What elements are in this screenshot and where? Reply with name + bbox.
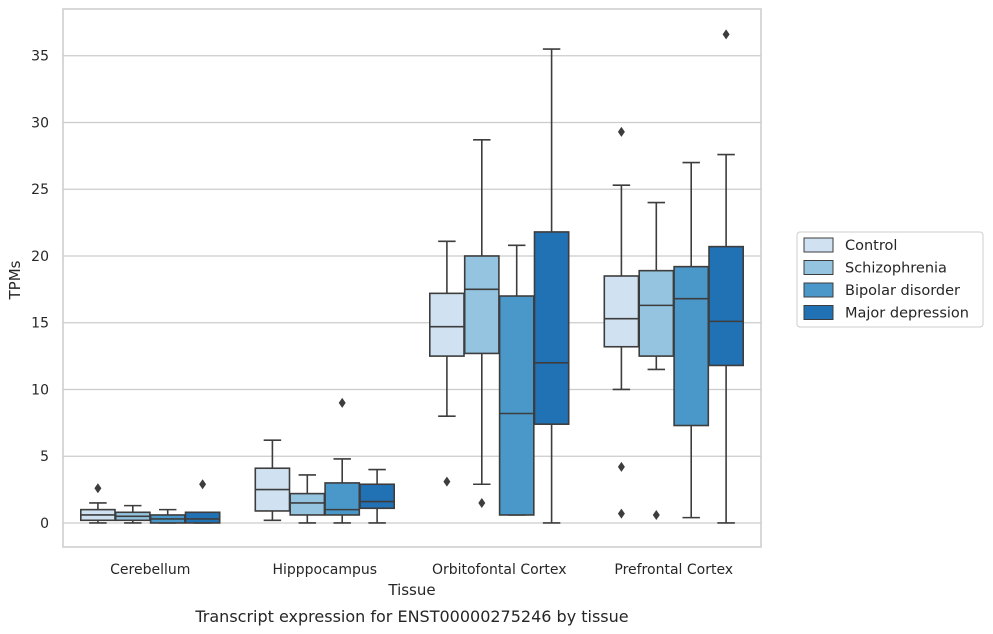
box-body [533,231,570,425]
series-control [79,126,640,524]
box [533,48,570,524]
y-axis-label: TPMs [6,260,24,300]
y-tick-label: 5 [40,449,49,465]
series-schizophrenia [114,139,675,524]
box [149,508,186,524]
outlier-point [338,397,346,408]
box [673,161,710,519]
outlier-point [443,476,451,487]
box-body [463,255,500,355]
box [184,479,221,524]
y-tick-label: 20 [31,249,49,265]
outlier-point [94,483,102,494]
box-body [498,295,535,516]
legend-swatch [803,237,834,253]
y-axis-ticks: 0 5 10 15 20 25 30 35 [31,49,49,532]
box [603,126,640,519]
y-tick-label: 25 [31,182,49,198]
y-tick-label: 30 [31,115,49,131]
legend-swatch [803,260,834,275]
box-body [603,275,640,348]
box [359,468,396,524]
box [428,240,465,487]
chart-caption: Transcript expression for ENST0000027524… [194,607,628,626]
outlier-point [617,508,625,519]
outlier-point [617,126,625,137]
box [254,439,291,522]
y-tick-label: 10 [31,382,49,398]
box [638,201,675,520]
box-body [708,245,745,367]
box-body [428,292,465,357]
plot-frame [62,8,762,548]
outlier-point [199,479,207,490]
x-tick-label: Prefrontal Cortex [614,562,733,578]
outlier-point [478,497,486,508]
box [708,29,745,524]
outlier-point [617,461,625,472]
legend-swatch [803,305,834,320]
box [463,139,500,508]
legend: Control Schizophrenia Bipolar disorder Majo… [796,231,984,328]
legend-swatch [803,282,834,298]
box [289,474,326,524]
y-tick-label: 35 [31,49,49,65]
legend-label: Control [845,238,897,254]
x-tick-label: Hipppocampus [272,562,377,578]
box [324,397,361,524]
box [114,504,151,524]
x-axis-ticks: Cerebellum Hipppocampus Orbitofontal Corte… [110,562,733,578]
legend-label: Bipolar disorder [845,283,960,299]
legend-label: Major depression [845,306,969,322]
box [79,483,116,524]
x-tick-label: Cerebellum [110,562,190,578]
box-body [673,265,710,427]
box-body [184,511,221,524]
box-body [638,269,675,357]
y-tick-label: 0 [40,516,49,532]
y-tick-label: 15 [31,316,49,332]
box-body [289,492,326,516]
box-plots [79,29,745,524]
outlier-point [652,509,660,520]
outlier-point [722,29,730,40]
box [498,244,535,516]
x-tick-label: Orbitofontal Cortex [432,562,567,578]
series-bipolar-disorder [149,161,710,524]
box-body [359,483,396,510]
legend-frame [796,231,984,328]
gridlines [63,55,761,524]
series-major-depression [184,29,745,524]
x-axis-label: Tissue [387,581,435,599]
legend-label: Schizophrenia [845,261,947,277]
